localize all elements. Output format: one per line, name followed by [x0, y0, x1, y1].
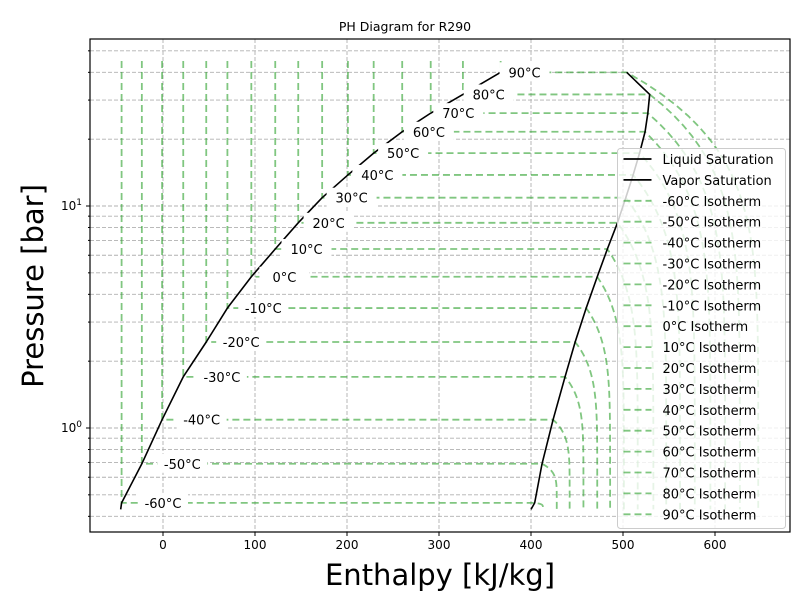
legend-entry-label: -30°C Isotherm — [663, 258, 762, 273]
isotherm-label-box — [326, 187, 377, 207]
isotherm-line — [182, 60, 585, 510]
x-tick-label: 400 — [520, 538, 543, 552]
isotherm-label: 40°C — [361, 169, 393, 184]
isotherm-label: -20°C — [223, 336, 260, 351]
legend-entry-label: -50°C Isotherm — [663, 216, 762, 231]
isotherm-label: -50°C — [164, 458, 201, 473]
legend-entry-label: 0°C Isotherm — [663, 320, 749, 335]
isotherm-labels: -60°C -50°C -40°C -30°C -20°C -10°C 0°C 10°C 20°… — [138, 62, 550, 512]
legend-entry-label: 90°C Isotherm — [663, 508, 757, 523]
isotherm-line — [120, 60, 544, 510]
y-tick-label: 101 — [61, 198, 82, 213]
isotherm-label-box — [157, 453, 208, 473]
vapor-saturation-line — [530, 71, 651, 510]
x-tick-label: 200 — [336, 538, 359, 552]
chart-title: PH Diagram for R290 — [339, 19, 471, 34]
isotherm-label-box — [403, 121, 454, 141]
legend-entry-label: Vapor Saturation — [663, 174, 772, 189]
y-axis-label: Pressure [bar] — [16, 184, 50, 388]
legend-entry-label: 60°C Isotherm — [663, 446, 757, 461]
isotherm-label-box — [378, 143, 429, 163]
isotherm-label-box — [352, 164, 403, 184]
legend-entry-label: -20°C Isotherm — [663, 278, 762, 293]
plot-frame — [89, 38, 791, 533]
y-tick-base: 10 — [61, 199, 76, 213]
x-tick-label: 100 — [244, 538, 267, 552]
legend-entry-label: -40°C Isotherm — [663, 237, 762, 252]
isotherm-label-box — [259, 266, 310, 286]
x-tick-label: 0 — [159, 538, 167, 552]
isotherm-label: 30°C — [336, 192, 368, 207]
isotherm-label-box — [433, 103, 484, 123]
isotherm-label: -10°C — [245, 302, 282, 317]
y-tick-exponent: 0 — [76, 420, 82, 430]
isotherm-label-box — [281, 239, 332, 259]
legend-entry-label: 30°C Isotherm — [663, 383, 757, 398]
isotherm-label: 90°C — [508, 66, 540, 81]
legend: Liquid Saturation Vapor Saturation -60°C I… — [617, 148, 786, 529]
isotherm-label-box — [499, 62, 550, 82]
x-tick-label: 300 — [428, 538, 451, 552]
y-tick-exponent: 1 — [76, 198, 82, 208]
legend-entry-label: 70°C Isotherm — [663, 467, 757, 482]
x-axis-label: Enthalpy [kJ/kg] — [325, 558, 555, 592]
isotherm-label-box — [216, 331, 267, 351]
legend-box — [617, 148, 786, 529]
legend-entry-label: -10°C Isotherm — [663, 299, 762, 314]
y-tick-label: 100 — [61, 420, 82, 435]
legend-entry-label: 10°C Isotherm — [663, 341, 757, 356]
isotherm-label-box — [238, 298, 289, 318]
isotherm-label: -60°C — [145, 497, 182, 512]
isotherm-label: 70°C — [442, 107, 474, 122]
isotherm-line — [205, 60, 599, 510]
isotherm-label-box — [196, 366, 247, 386]
isotherm-label: 60°C — [413, 126, 445, 141]
legend-entry-label: -60°C Isotherm — [663, 195, 762, 210]
isotherm-label: 50°C — [387, 147, 419, 162]
isotherm-label: -30°C — [203, 371, 240, 386]
isotherm-line — [140, 60, 558, 510]
legend-entry-label: 20°C Isotherm — [663, 362, 757, 377]
legend-entry-label: 80°C Isotherm — [663, 487, 757, 502]
legend-entry-label: Liquid Saturation — [663, 153, 774, 168]
x-tick-label: 600 — [704, 538, 727, 552]
x-tick-label: 500 — [612, 538, 635, 552]
isotherm-label-box — [463, 84, 514, 104]
isotherm-label: 20°C — [313, 217, 345, 232]
legend-entry-label: 50°C Isotherm — [663, 425, 757, 440]
isotherm-label: 10°C — [290, 243, 322, 258]
isotherm-line — [161, 60, 571, 510]
isotherm-label-box — [138, 492, 188, 512]
isotherm-line — [226, 60, 612, 510]
legend-entry-label: 40°C Isotherm — [663, 404, 757, 419]
y-tick-base: 10 — [61, 421, 76, 435]
isotherm-label: 80°C — [473, 88, 505, 103]
isotherm-label: 0°C — [273, 271, 297, 286]
isotherm-label-box — [303, 212, 354, 232]
isotherm-label-box — [176, 409, 227, 429]
isotherm-label: -40°C — [183, 414, 220, 429]
